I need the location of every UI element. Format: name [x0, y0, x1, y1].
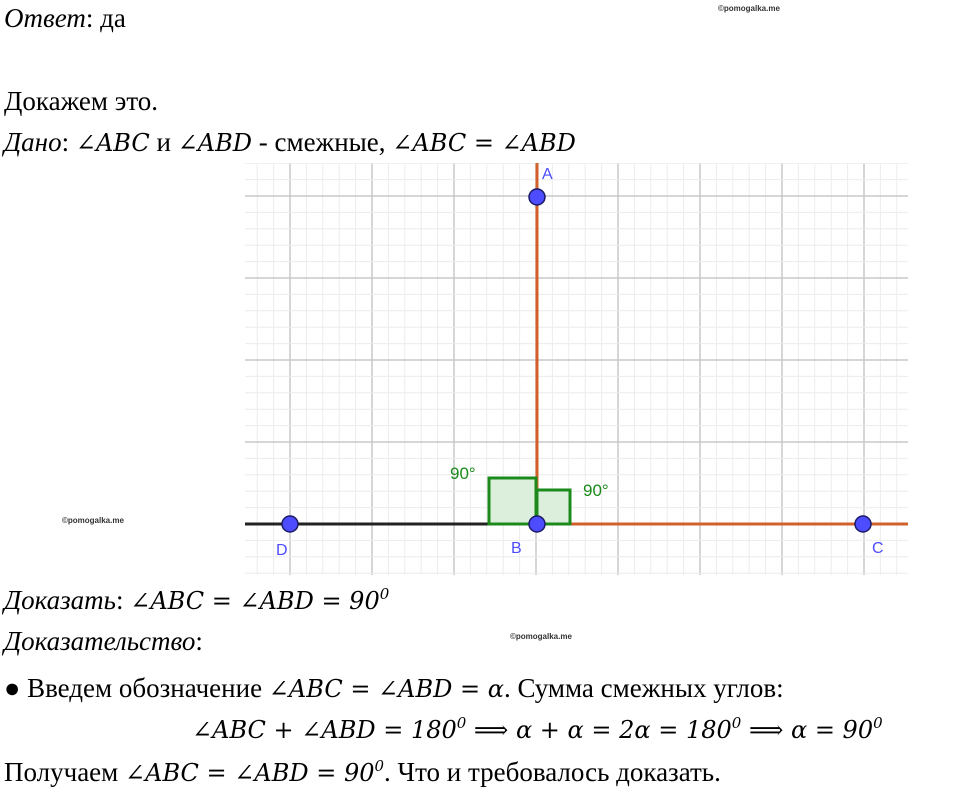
text: и [149, 127, 178, 157]
math: ∠ABC = ∠ABD = 90 [130, 587, 380, 615]
text: - смежные, [252, 127, 393, 157]
point-label: A [542, 166, 553, 183]
answer-line: Ответ: да [4, 5, 126, 32]
superscript: 0 [379, 585, 390, 603]
point-label: C [872, 540, 884, 557]
text: : [195, 626, 203, 656]
formula: ∠ABC + ∠ABD = 1800 ⟹ α + α = 2α = 1800 ⟹… [192, 716, 883, 743]
point-label: D [276, 542, 288, 559]
math: ⟹ α = 90 [741, 716, 874, 744]
given-line: Дано: ∠ABC и ∠ABD - смежные, ∠ABC = ∠ABD [4, 129, 576, 156]
angle-label: 90° [450, 464, 476, 483]
math: ∠ABC [75, 129, 150, 157]
point [281, 515, 299, 533]
point [854, 515, 872, 533]
superscript: 0 [374, 757, 385, 775]
watermark: ©pomogalka.me [62, 516, 124, 525]
proof-label: Доказательство [4, 626, 196, 656]
prove-label: Доказать [4, 585, 116, 615]
grid [245, 163, 908, 575]
step-line: ● Введем обозначение ∠ABC = ∠ABD = α. Су… [4, 675, 784, 702]
intro: Докажем это. [4, 86, 159, 116]
superscript: 0 [731, 714, 742, 732]
text: . Сумма смежных углов: [503, 673, 784, 703]
bullet: ● [4, 673, 21, 703]
watermark: ©pomogalka.me [510, 632, 572, 641]
text: Получаем [4, 757, 125, 787]
math: ∠ABC = ∠ABD = 90 [125, 759, 375, 787]
prove-line: Доказать: ∠ABC = ∠ABD = 900 [4, 587, 389, 614]
diagram: 90° 90° A B D C [245, 163, 908, 575]
math: ∠ABD [177, 129, 253, 157]
text: : [61, 127, 76, 157]
given-label: Дано [4, 127, 62, 157]
text: : [115, 585, 131, 615]
proof-line: Доказательство: [4, 628, 203, 655]
superscript: 0 [873, 714, 883, 732]
angle-label: 90° [583, 481, 609, 500]
text: . Что и требовалось доказать. [384, 757, 721, 787]
watermark: ©pomogalka.me [718, 4, 780, 13]
math: ∠ABC = ∠ABD [392, 129, 576, 157]
math: ∠ABC + ∠ABD = 180 [192, 716, 457, 744]
point-label: B [511, 540, 522, 557]
answer-label: Ответ [4, 3, 86, 33]
right-angle [487, 476, 538, 526]
point [528, 515, 546, 533]
point [528, 188, 546, 206]
math: ∠ABC = ∠ABD = α [268, 675, 504, 703]
conclusion-line: Получаем ∠ABC = ∠ABD = 900. Что и требов… [4, 759, 721, 786]
math: ⟹ α + α = 2α = 180 [466, 716, 732, 744]
superscript: 0 [456, 714, 467, 732]
text: Введем обозначение [20, 673, 269, 703]
answer-text: : да [85, 3, 126, 33]
